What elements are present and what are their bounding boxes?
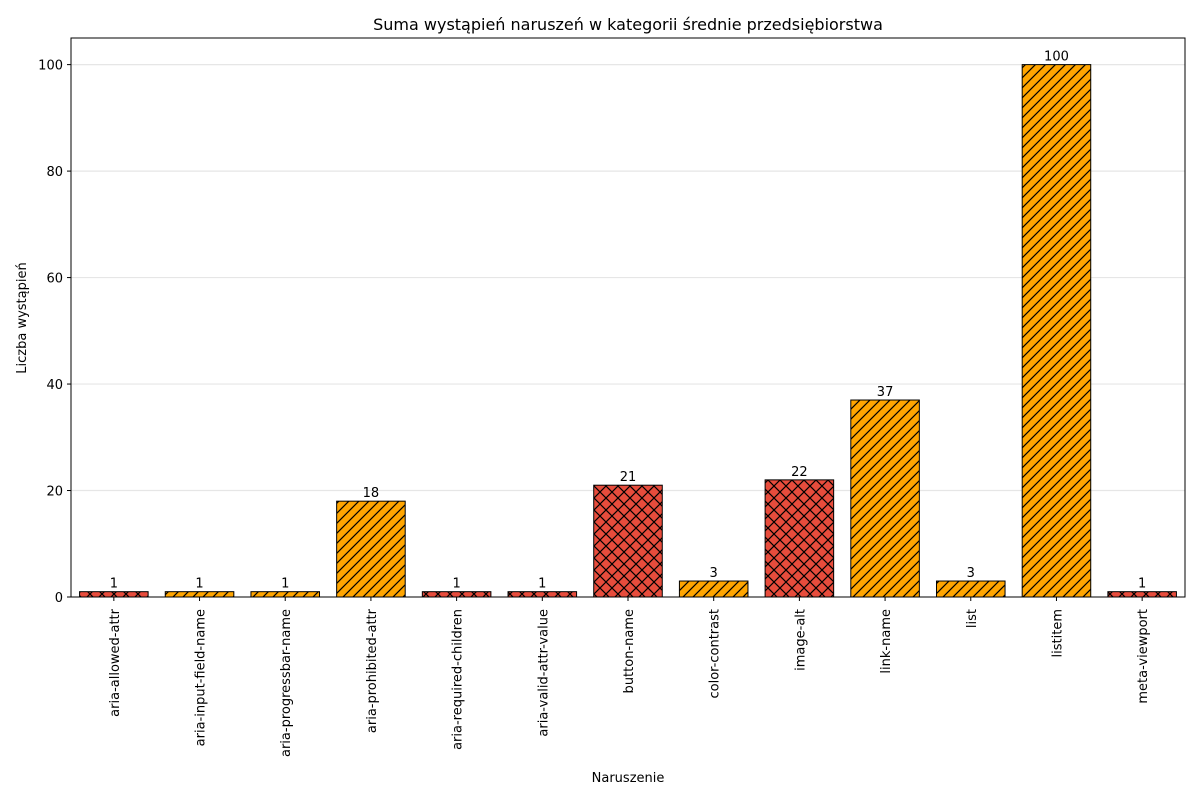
bar-value-label: 1 bbox=[281, 577, 289, 592]
y-tick-label: 40 bbox=[46, 378, 63, 393]
grid-lines bbox=[71, 64, 1185, 492]
bar-value-label: 1 bbox=[1138, 577, 1146, 592]
x-tick-label: aria-prohibited-attr bbox=[365, 608, 380, 733]
bar-hatch bbox=[507, 591, 578, 598]
bar-hatch bbox=[250, 591, 321, 598]
bar-value-label: 1 bbox=[452, 577, 460, 592]
bar-meta-viewport bbox=[1107, 591, 1177, 598]
x-axis-label: Naruszenie bbox=[592, 771, 665, 786]
y-axis-label: Liczba wystąpień bbox=[15, 262, 30, 373]
x-axis-ticks: aria-allowed-attr aria-input-field-name ar… bbox=[108, 597, 1151, 757]
bar-value-label: 3 bbox=[710, 566, 718, 581]
bar-value-label: 1 bbox=[538, 577, 546, 592]
y-axis-ticks: 0 20 40 60 80 100 bbox=[38, 59, 71, 606]
x-tick-label: button-name bbox=[622, 609, 637, 693]
bar-hatch bbox=[421, 591, 492, 598]
bar-hatch bbox=[164, 591, 235, 598]
bar-hatch bbox=[1107, 591, 1177, 598]
bar-aria-input-field-name bbox=[164, 591, 235, 598]
bar-list bbox=[935, 580, 1006, 598]
x-tick-label: aria-input-field-name bbox=[194, 609, 209, 746]
y-tick-label: 80 bbox=[46, 165, 63, 180]
bar-value-label: 37 bbox=[877, 385, 894, 400]
x-tick-label: image-alt bbox=[793, 609, 808, 671]
bar-image-alt bbox=[764, 479, 835, 598]
value-labels: 1 1 1 18 1 1 21 3 22 37 3 100 1 bbox=[110, 50, 1147, 592]
bar-aria-progressbar-name bbox=[250, 591, 321, 598]
bar-value-label: 1 bbox=[110, 577, 118, 592]
bar-value-label: 3 bbox=[967, 566, 975, 581]
bar-button-name bbox=[593, 484, 663, 598]
bar-hatch bbox=[593, 484, 663, 598]
x-tick-label: aria-allowed-attr bbox=[108, 608, 123, 716]
bar-hatch bbox=[1021, 64, 1092, 598]
bar-value-label: 22 bbox=[791, 465, 808, 480]
chart-title: Suma wystąpień naruszeń w kategorii śred… bbox=[373, 15, 883, 34]
bar-listitem bbox=[1021, 64, 1092, 598]
bar-aria-allowed-attr bbox=[79, 591, 149, 598]
bar-hatch bbox=[935, 580, 1006, 598]
bar-value-label: 1 bbox=[195, 577, 203, 592]
bar-hatch bbox=[678, 580, 749, 598]
bar-color-contrast bbox=[678, 580, 749, 598]
bar-value-label: 100 bbox=[1044, 50, 1069, 65]
x-tick-label: link-name bbox=[879, 609, 894, 674]
bar-aria-valid-attr-value bbox=[507, 591, 578, 598]
y-tick-label: 60 bbox=[46, 272, 63, 287]
bar-hatch bbox=[850, 399, 920, 598]
x-tick-label: meta-viewport bbox=[1136, 609, 1151, 704]
x-tick-label: listitem bbox=[1050, 609, 1065, 657]
bar-hatch bbox=[336, 500, 406, 598]
bar-hatch bbox=[79, 591, 149, 598]
x-tick-label: list bbox=[965, 609, 980, 628]
y-tick-label: 100 bbox=[38, 59, 63, 74]
x-tick-label: aria-valid-attr-value bbox=[536, 609, 551, 737]
bar-hatch bbox=[764, 479, 835, 598]
x-tick-label: aria-required-children bbox=[451, 609, 466, 750]
x-tick-label: aria-progressbar-name bbox=[279, 609, 294, 757]
bars bbox=[79, 64, 1177, 598]
bar-aria-prohibited-attr bbox=[336, 500, 406, 598]
y-tick-label: 0 bbox=[55, 591, 63, 606]
bar-value-label: 18 bbox=[363, 486, 380, 501]
x-tick-label: color-contrast bbox=[708, 609, 723, 699]
y-tick-label: 20 bbox=[46, 485, 63, 500]
bar-link-name bbox=[850, 399, 920, 598]
bar-value-label: 21 bbox=[620, 470, 637, 485]
bar-aria-required-children bbox=[421, 591, 492, 598]
